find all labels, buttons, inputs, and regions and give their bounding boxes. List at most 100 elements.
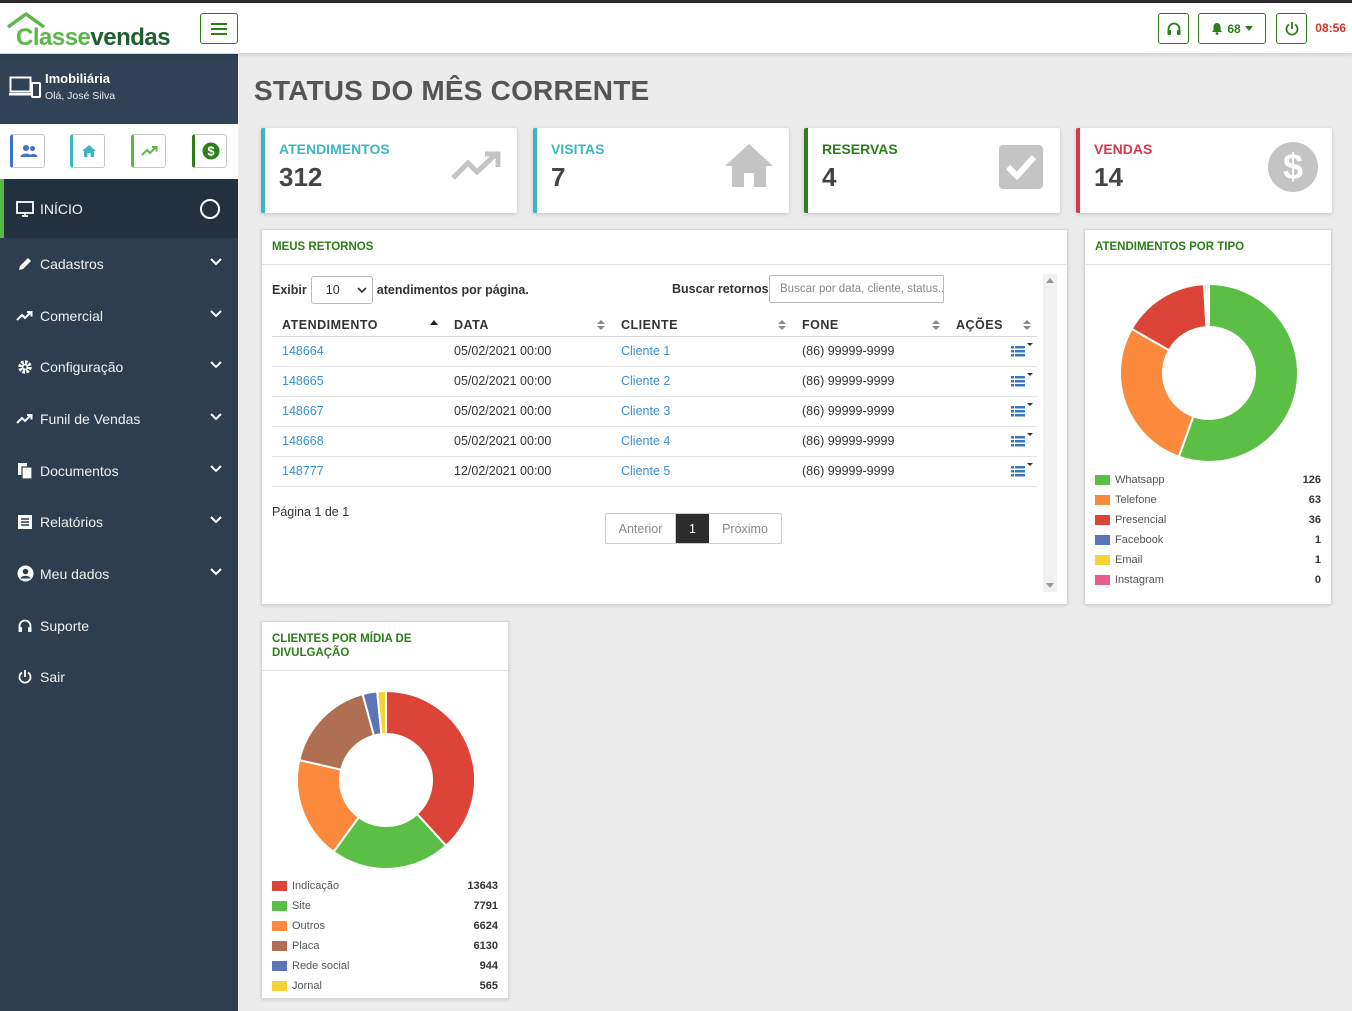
atendimento-link[interactable]: 148664: [272, 336, 444, 367]
quick-clients-button[interactable]: [10, 134, 45, 168]
stat-card-vendas[interactable]: VENDAS 14 $: [1076, 128, 1332, 213]
donut-slice-telefone[interactable]: [1119, 327, 1195, 459]
support-button[interactable]: [1158, 13, 1189, 44]
current-page-button[interactable]: 1: [676, 514, 709, 543]
col-header-data[interactable]: DATA: [444, 314, 611, 337]
phone-cell: (86) 99999-9999: [792, 396, 946, 427]
col-header-cliente[interactable]: CLIENTE: [611, 314, 792, 337]
atendimento-link[interactable]: 148665: [272, 366, 444, 397]
legend-swatch: [272, 901, 287, 911]
client-link[interactable]: Cliente 2: [611, 366, 792, 397]
actions-menu-icon[interactable]: [1011, 402, 1033, 417]
legend-value: 36: [1308, 514, 1321, 526]
legend-item[interactable]: Placa 6130: [272, 936, 498, 956]
atendimento-link[interactable]: 148667: [272, 396, 444, 427]
brand-logo[interactable]: Classevendas: [6, 11, 176, 51]
legend-item[interactable]: Instagram 0: [1095, 570, 1321, 590]
dollar-icon: $: [1268, 142, 1318, 192]
trend-up-icon: [451, 151, 501, 180]
table-row: 148668 05/02/2021 00:00 Cliente 4 (86) 9999…: [272, 426, 1037, 457]
atendimento-link[interactable]: 148668: [272, 426, 444, 457]
col-header-acoes[interactable]: AÇÕES: [946, 314, 1037, 337]
table-row: 148665 05/02/2021 00:00 Cliente 2 (86) 9999…: [272, 366, 1037, 397]
donut-slice-placa[interactable]: [298, 692, 376, 771]
client-link[interactable]: Cliente 1: [611, 336, 792, 367]
actions-cell: [946, 396, 1037, 427]
sidebar-item-sair[interactable]: Sair: [0, 652, 238, 704]
legend-item[interactable]: Email 1: [1095, 550, 1321, 570]
sidebar-item-documentos[interactable]: Documentos: [0, 445, 238, 497]
actions-cell: [946, 366, 1037, 397]
bell-icon: [1212, 23, 1223, 35]
sidebar-item-relatorios[interactable]: Relatórios: [0, 496, 238, 548]
col-header-label: DATA: [454, 317, 489, 332]
stat-label: RESERVAS: [822, 141, 898, 157]
stat-card-visitas[interactable]: VISITAS 7: [533, 128, 789, 213]
midia-chart-panel: CLIENTES POR MÍDIA DE DIVULGAÇÃO Indicaç…: [261, 621, 509, 999]
trend-icon: [16, 410, 34, 428]
donut-slice-indica-o[interactable]: [385, 689, 476, 848]
chevron-down-icon: [210, 516, 222, 524]
legend-item[interactable]: Jornal 565: [272, 976, 498, 996]
search-input[interactable]: Buscar por data, cliente, status...: [769, 275, 944, 303]
actions-menu-icon[interactable]: [1011, 432, 1033, 447]
stat-card-reservas[interactable]: RESERVAS 4: [804, 128, 1060, 213]
client-link[interactable]: Cliente 5: [611, 456, 792, 487]
scroll-up-icon[interactable]: [1046, 278, 1054, 283]
date-cell: 12/02/2021 00:00: [444, 456, 611, 487]
legend-item[interactable]: Site 7791: [272, 896, 498, 916]
stat-value: 14: [1094, 162, 1123, 192]
sidebar-item-meus-dados[interactable]: Meu dados: [0, 548, 238, 600]
page-size-select[interactable]: 10: [310, 276, 373, 304]
actions-menu-icon[interactable]: [1011, 342, 1033, 357]
donut-slice-jornal[interactable]: [376, 689, 387, 736]
legend-item[interactable]: Whatsapp 126: [1095, 470, 1321, 490]
legend-value: 63: [1308, 494, 1321, 506]
sidebar-item-inicio[interactable]: INÍCIO: [0, 179, 238, 238]
donut-slice-whatsapp[interactable]: [1177, 282, 1299, 463]
sidebar-item-cadastros[interactable]: Cadastros: [0, 238, 238, 290]
tipo-chart-title: ATENDIMENTOS POR TIPO: [1085, 230, 1331, 265]
house-roof-icon: [6, 12, 46, 29]
legend-item[interactable]: Presencial 36: [1095, 510, 1321, 530]
quick-commercial-button[interactable]: [131, 134, 166, 168]
scroll-down-icon[interactable]: [1046, 583, 1054, 588]
legend-label: Rede social: [292, 960, 350, 972]
sidebar-item-funil[interactable]: Funil de Vendas: [0, 393, 238, 445]
menu-toggle-button[interactable]: [200, 13, 238, 44]
logout-button[interactable]: [1276, 13, 1307, 44]
legend-item[interactable]: Telefone 63: [1095, 490, 1321, 510]
legend-item[interactable]: Facebook 1: [1095, 530, 1321, 550]
actions-menu-icon[interactable]: [1011, 462, 1033, 477]
checkbox-checked-icon: [999, 145, 1043, 189]
midia-legend: Indicação 13643 Site 7791 Outros 6624 Placa 613…: [272, 876, 498, 996]
stat-card-atendimentos[interactable]: ATENDIMENTOS 312: [261, 128, 517, 213]
col-header-atendimento[interactable]: ATENDIMENTO: [272, 314, 444, 337]
devices-icon: [9, 76, 41, 98]
next-page-button[interactable]: Próximo: [722, 521, 768, 536]
vertical-scrollbar[interactable]: [1043, 274, 1057, 592]
legend-item[interactable]: Rede social 944: [272, 956, 498, 976]
legend-label: Email: [1115, 554, 1143, 566]
atendimento-link[interactable]: 148777: [272, 456, 444, 487]
actions-menu-icon[interactable]: [1011, 372, 1033, 387]
sidebar-item-comercial[interactable]: Comercial: [0, 290, 238, 342]
sidebar-item-configuracao[interactable]: Configuração: [0, 341, 238, 393]
legend-label: Presencial: [1115, 514, 1167, 526]
quick-sales-button[interactable]: $: [192, 134, 227, 168]
donut-slice-email[interactable]: [1205, 282, 1210, 329]
client-link[interactable]: Cliente 4: [611, 426, 792, 457]
page-info: Página 1 de 1: [272, 505, 350, 519]
quick-properties-button[interactable]: [70, 134, 105, 168]
notifications-button[interactable]: 68: [1198, 13, 1266, 44]
sidebar-item-suporte[interactable]: Suporte: [0, 600, 238, 652]
pagination: Anterior 1 Próximo: [605, 513, 782, 544]
actions-cell: [946, 336, 1037, 367]
legend-swatch: [272, 881, 287, 891]
legend-value: 565: [479, 980, 498, 992]
legend-item[interactable]: Indicação 13643: [272, 876, 498, 896]
col-header-fone[interactable]: FONE: [792, 314, 946, 337]
prev-page-button[interactable]: Anterior: [606, 514, 676, 543]
client-link[interactable]: Cliente 3: [611, 396, 792, 427]
legend-item[interactable]: Outros 6624: [272, 916, 498, 936]
